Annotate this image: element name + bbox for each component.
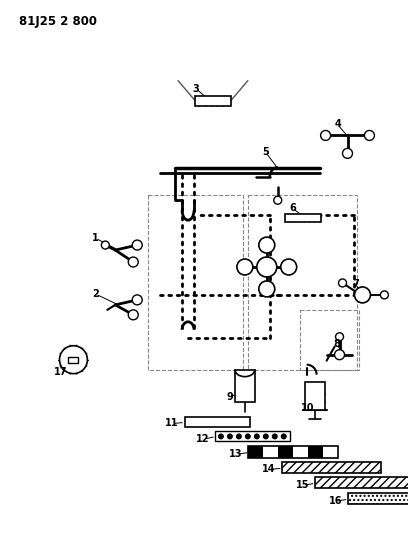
Text: 13: 13 [229,449,243,459]
Bar [68,357,79,362]
Circle shape [218,433,224,439]
Text: 14: 14 [262,464,276,474]
Text: 11: 11 [165,418,179,429]
Text: 12: 12 [196,434,210,445]
Circle shape [132,295,142,305]
Text: 8: 8 [333,339,340,349]
Circle shape [254,433,260,439]
Bar [215,431,290,441]
Circle shape [342,148,353,158]
Circle shape [257,257,277,277]
Text: 5: 5 [263,148,269,157]
Circle shape [272,433,278,439]
Circle shape [259,237,275,253]
Circle shape [355,287,371,303]
Circle shape [364,131,374,140]
Bar [248,446,263,458]
Text: 17: 17 [54,367,67,377]
Circle shape [335,350,344,360]
Circle shape [281,259,297,275]
Bar [185,417,250,427]
Text: 4: 4 [334,119,341,130]
Circle shape [236,433,242,439]
Text: 81J25 2 800: 81J25 2 800 [19,15,97,28]
Circle shape [321,131,330,140]
Bar [282,462,382,473]
Circle shape [339,279,346,287]
Bar [348,493,409,504]
Bar [248,446,337,458]
Bar [235,370,255,401]
Text: 3: 3 [193,84,200,94]
Circle shape [128,310,138,320]
Text: 9: 9 [227,392,233,401]
Circle shape [380,291,389,299]
Circle shape [132,240,142,250]
Bar [285,214,321,222]
Bar [278,446,293,458]
Bar [293,446,308,458]
Bar [305,382,325,409]
Bar [195,95,231,106]
Circle shape [237,259,253,275]
Text: 6: 6 [289,203,296,213]
Bar [308,446,323,458]
Bar [315,477,409,488]
Circle shape [101,241,109,249]
Circle shape [245,433,251,439]
Circle shape [227,433,233,439]
Text: 2: 2 [92,289,99,299]
Circle shape [274,196,282,204]
Circle shape [263,433,269,439]
Text: 15: 15 [296,480,310,490]
Circle shape [335,333,344,341]
Circle shape [281,433,287,439]
Circle shape [259,281,275,297]
Text: 16: 16 [329,496,342,506]
Circle shape [59,346,88,374]
Bar [263,446,278,458]
Text: 7: 7 [352,279,359,289]
Text: 10: 10 [301,402,315,413]
Circle shape [128,257,138,267]
Bar [323,446,337,458]
Text: 1: 1 [92,233,99,243]
